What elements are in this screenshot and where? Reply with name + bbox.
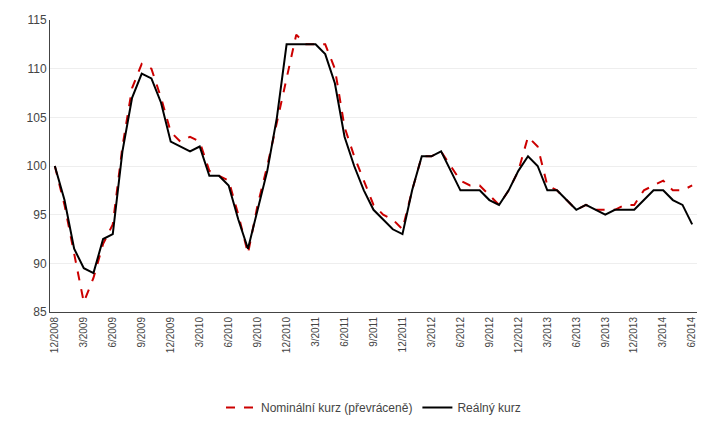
svg-text:110: 110 (27, 62, 46, 76)
svg-text:9/2011: 9/2011 (368, 317, 379, 347)
svg-text:9/2012: 9/2012 (484, 317, 495, 348)
svg-text:6/2013: 6/2013 (571, 317, 582, 348)
svg-text:9/2010: 9/2010 (252, 317, 263, 348)
svg-text:3/2012: 3/2012 (426, 317, 437, 348)
svg-text:12/2008: 12/2008 (49, 317, 60, 354)
svg-text:115: 115 (27, 13, 46, 27)
svg-text:100: 100 (27, 159, 47, 173)
svg-text:85: 85 (33, 305, 47, 319)
svg-text:6/2009: 6/2009 (107, 317, 118, 348)
svg-text:3/2013: 3/2013 (542, 317, 553, 348)
svg-text:9/2009: 9/2009 (136, 317, 147, 348)
svg-text:Nominální kurz (převráceně): Nominální kurz (převráceně) (261, 401, 412, 415)
svg-text:90: 90 (33, 257, 47, 271)
svg-text:6/2010: 6/2010 (223, 317, 234, 348)
svg-text:12/2010: 12/2010 (281, 317, 292, 354)
svg-text:3/2011: 3/2011 (310, 317, 321, 347)
svg-text:105: 105 (27, 111, 47, 125)
svg-text:9/2013: 9/2013 (600, 317, 611, 348)
svg-text:12/2012: 12/2012 (513, 317, 524, 354)
svg-text:6/2014: 6/2014 (686, 317, 697, 348)
svg-text:Reálný kurz: Reálný kurz (457, 401, 520, 415)
svg-text:12/2013: 12/2013 (628, 317, 639, 354)
svg-text:3/2009: 3/2009 (78, 317, 89, 348)
svg-text:3/2014: 3/2014 (657, 317, 668, 348)
svg-text:6/2011: 6/2011 (339, 317, 350, 347)
svg-text:12/2009: 12/2009 (165, 317, 176, 354)
svg-text:6/2012: 6/2012 (455, 317, 466, 348)
svg-text:12/2011: 12/2011 (397, 317, 408, 353)
svg-text:3/2010: 3/2010 (194, 317, 205, 348)
svg-text:95: 95 (33, 208, 47, 222)
